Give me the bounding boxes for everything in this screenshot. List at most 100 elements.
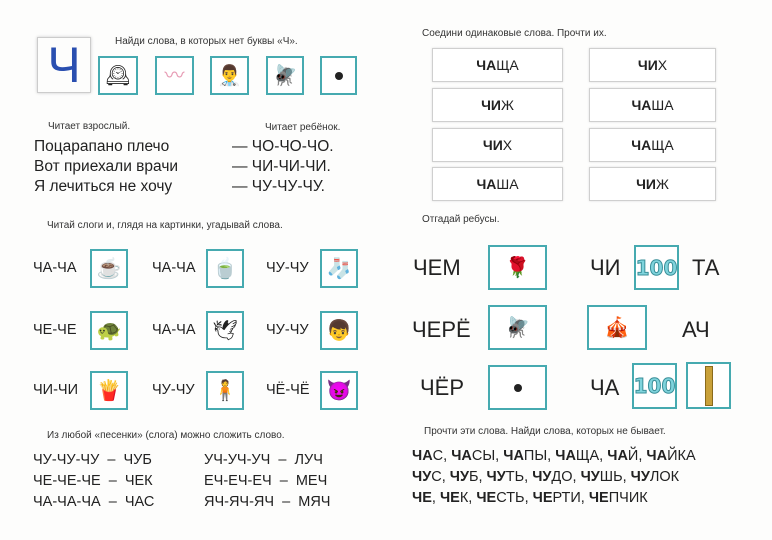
word-rest: ЙКА bbox=[667, 448, 696, 464]
word-line: ЧАС, ЧАСЫ, ЧАПЫ, ЧАЩА, ЧАЙ, ЧАЙКА bbox=[412, 446, 696, 467]
tower-icon bbox=[686, 362, 731, 409]
word-rest: ЩА, bbox=[575, 448, 608, 464]
forelock-icon: 👦 bbox=[320, 311, 358, 350]
syllable-label: ЧЁ-ЧЁ bbox=[266, 382, 310, 398]
clock-icon: 🕰 bbox=[98, 56, 138, 95]
rebus3-left: ЧЁР bbox=[420, 375, 465, 400]
match-word-box[interactable]: ЧА ША bbox=[589, 88, 716, 122]
word-rest: ША bbox=[496, 176, 519, 192]
match-word-box[interactable]: ЧИ Ж bbox=[589, 167, 716, 201]
syllable-label: ЧИ-ЧИ bbox=[33, 382, 79, 398]
child-label: Читает ребёнок. bbox=[265, 122, 341, 133]
match-word-box[interactable]: ЧА ША bbox=[432, 167, 563, 201]
poem-line: Я лечиться не хочу bbox=[34, 178, 173, 195]
word-rest: ША bbox=[651, 97, 674, 113]
word-rest: ДО, bbox=[551, 469, 581, 485]
word-bold-part: ЧА bbox=[646, 448, 668, 464]
song-line: ЧЕ-ЧЕ-ЧЕ – ЧЕК bbox=[33, 473, 153, 489]
seagull-icon: 🕊 bbox=[206, 311, 244, 350]
word-bold-part: ЧУ bbox=[449, 469, 469, 485]
word-bold-part: ЧА bbox=[451, 448, 472, 464]
rose-icon: 🌹 bbox=[488, 245, 547, 290]
word-rest: Ж bbox=[655, 176, 669, 192]
word-line: ЧЕ, ЧЕК, ЧЕСТЬ, ЧЕРТИ, ЧЕПЧИК bbox=[412, 488, 696, 509]
syllable-label: ЧА-ЧА bbox=[33, 260, 77, 276]
task1-title: Найди слова, в которых нет буквы «Ч». bbox=[115, 36, 298, 47]
song-line: ЯЧ-ЯЧ-ЯЧ – МЯЧ bbox=[204, 494, 331, 510]
word-bold-part: ЧЕ bbox=[476, 490, 497, 506]
word-rest: СТЬ, bbox=[496, 490, 533, 506]
word-rest: СЫ, bbox=[471, 448, 504, 464]
dot-icon bbox=[320, 56, 357, 95]
word-bold-part: ЧА bbox=[412, 448, 433, 464]
song-line: ЧУ-ЧУ-ЧУ – ЧУБ bbox=[33, 452, 152, 468]
word-bold-part: ЧЕ bbox=[412, 490, 432, 506]
match-word-box[interactable]: ЧИ Х bbox=[432, 128, 563, 162]
rebus1-post: ТА bbox=[692, 255, 720, 280]
rebus2-left: ЧЕРЁ bbox=[412, 317, 471, 342]
word-bold-part: ЧУ bbox=[580, 469, 600, 485]
poem-adult: Поцарапано плечо Вот приехали врачи Я ле… bbox=[34, 137, 178, 197]
turtle-icon: 🐢 bbox=[90, 311, 128, 350]
songs-left: ЧУ-ЧУ-ЧУ – ЧУБ ЧЕ-ЧЕ-ЧЕ – ЧЕК ЧА-ЧА-ЧА –… bbox=[33, 450, 154, 513]
task3-title: Из любой «песенки» (слога) можно сложить… bbox=[47, 430, 285, 441]
word-rest: ТЬ, bbox=[505, 469, 533, 485]
circus-tent-icon: 🎪 bbox=[587, 305, 647, 350]
match-word-box[interactable]: ЧА ЩА bbox=[589, 128, 716, 162]
tea-glass-icon: ☕ bbox=[90, 249, 128, 288]
big-letter-box: Ч bbox=[37, 37, 91, 93]
cup-icon: 🍵 bbox=[206, 249, 244, 288]
match-word-box[interactable]: ЧИ Ж bbox=[432, 88, 563, 122]
rebus2-post: АЧ bbox=[682, 317, 710, 342]
word-bold-part: ЧУ bbox=[412, 469, 432, 485]
word-bold-part: ЧА bbox=[503, 448, 524, 464]
word-bold-part: ЧИ bbox=[482, 137, 503, 153]
word-bold-part: ЧА bbox=[476, 176, 497, 192]
syllable-label: ЧУ-ЧУ bbox=[266, 260, 309, 276]
word-bold-part: ЧЕ bbox=[588, 490, 609, 506]
word-rest: ШЬ, bbox=[599, 469, 631, 485]
poem-line: Поцарапано плечо bbox=[34, 138, 170, 155]
big-letter: Ч bbox=[47, 37, 81, 93]
rebus1-pre: ЧИ bbox=[590, 255, 621, 280]
syllable-label: ЧУ-ЧУ bbox=[152, 382, 195, 398]
word-bold-part: ЧУ bbox=[486, 469, 506, 485]
word-rest: , bbox=[431, 490, 440, 506]
rebus3-pre: ЧА bbox=[590, 375, 620, 400]
word-rest: С, bbox=[432, 448, 452, 464]
word-rest: Х bbox=[502, 137, 513, 153]
word-rest: Б, bbox=[468, 469, 487, 485]
stocking-icon: 🧦 bbox=[320, 249, 358, 288]
scarecrow-icon: 🧍 bbox=[206, 371, 244, 410]
doctor-icon: 👨‍⚕️ bbox=[210, 56, 249, 95]
word-bold-part: ЧЕ bbox=[439, 490, 460, 506]
word-rest: Й, bbox=[627, 448, 647, 464]
word-bold-part: ЧИ bbox=[636, 176, 656, 192]
word-rest: ПЧИК bbox=[608, 490, 648, 506]
song-line: УЧ-УЧ-УЧ – ЛУЧ bbox=[204, 452, 323, 468]
match-word-box[interactable]: ЧИ Х bbox=[589, 48, 716, 82]
task5-title: Отгадай ребусы. bbox=[422, 214, 500, 225]
song-line: ЧА-ЧА-ЧА – ЧАС bbox=[33, 494, 155, 510]
word-bold-part: ЧИ bbox=[481, 97, 501, 113]
syllable-label: ЧУ-ЧУ bbox=[266, 322, 309, 338]
devil-icon: 😈 bbox=[320, 371, 358, 410]
songs-right: УЧ-УЧ-УЧ – ЛУЧ ЕЧ-ЕЧ-ЕЧ – МЕЧ ЯЧ-ЯЧ-ЯЧ –… bbox=[204, 450, 330, 513]
word-rest: С, bbox=[431, 469, 450, 485]
word-bold-part: ЧА bbox=[476, 57, 497, 73]
word-bold-part: ЧУ bbox=[630, 469, 650, 485]
poem-line: Вот приехали врачи bbox=[34, 158, 179, 175]
adult-label: Читает взрослый. bbox=[48, 121, 131, 132]
poem-line: — ЧУ-ЧУ-ЧУ. bbox=[232, 178, 325, 195]
word-rest: ПЫ, bbox=[523, 448, 556, 464]
hundred-number: 100 bbox=[634, 245, 679, 290]
word-bold-part: ЧА bbox=[607, 448, 628, 464]
poem-child: — ЧО-ЧО-ЧО. — ЧИ-ЧИ-ЧИ. — ЧУ-ЧУ-ЧУ. bbox=[232, 137, 334, 197]
word-bold-part: ЧА bbox=[631, 97, 652, 113]
task2-title: Читай слоги и, глядя на картинки, угадыв… bbox=[47, 220, 283, 231]
word-bold-part: ЧА bbox=[631, 137, 652, 153]
word-rest: К, bbox=[459, 490, 477, 506]
poem-line: — ЧО-ЧО-ЧО. bbox=[232, 138, 334, 155]
match-word-box[interactable]: ЧА ЩА bbox=[432, 48, 563, 82]
